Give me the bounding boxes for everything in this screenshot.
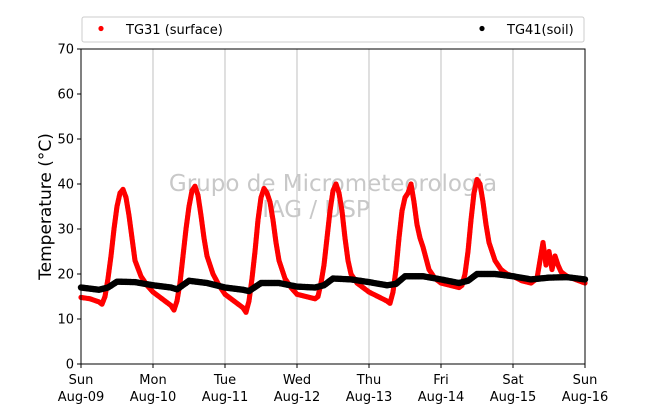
x-tick-label-day: Tue — [213, 373, 236, 388]
x-tick-label-date: Aug-09 — [58, 390, 105, 405]
x-tick-label-date: Aug-15 — [490, 390, 537, 405]
y-tick-label: 40 — [57, 178, 74, 193]
x-tick-label-day: Sun — [573, 373, 598, 388]
series-soil — [77, 270, 589, 295]
y-tick-label: 10 — [57, 313, 74, 328]
x-tick-label-day: Sat — [502, 373, 523, 388]
legend-label-surface: TG31 (surface) — [125, 23, 223, 38]
x-tick-label-day: Thu — [356, 373, 381, 388]
y-tick-label: 60 — [57, 88, 74, 103]
x-tick-label-date: Aug-12 — [274, 390, 321, 405]
y-tick-label: 30 — [57, 223, 74, 238]
y-tick-label: 0 — [66, 358, 74, 373]
series-layer — [77, 176, 589, 315]
x-tick-label-date: Aug-11 — [202, 390, 249, 405]
y-axis: 0 10 20 30 40 50 60 70 — [57, 43, 81, 373]
legend-box — [81, 16, 585, 43]
x-tick-label-day: Mon — [139, 373, 166, 388]
y-tick-label: 50 — [57, 133, 74, 148]
x-tick-label-day: Fri — [433, 373, 449, 388]
series-surface — [78, 176, 588, 315]
watermark-line-2: IAG / USP — [262, 197, 370, 223]
x-tick-label-date: Aug-10 — [130, 390, 177, 405]
y-tick-label: 70 — [57, 43, 74, 58]
legend-marker-surface — [98, 25, 104, 32]
x-tick-label-date: Aug-14 — [418, 390, 465, 405]
legend-marker-soil — [479, 25, 485, 32]
legend-label-soil: TG41(soil) — [506, 23, 574, 38]
vertical-grid — [152, 49, 514, 364]
x-tick-label-date: Aug-13 — [346, 390, 393, 405]
plot-area-frame — [80, 48, 586, 365]
legend: TG31 (surface) TG41(soil) — [81, 16, 585, 43]
y-axis-label: Temperature (°C) — [36, 133, 56, 281]
x-tick-label-date: Aug-16 — [562, 390, 609, 405]
y-tick-label: 20 — [57, 268, 74, 283]
x-axis: Sun Aug-09 Mon Aug-10 Tue Aug-11 Wed Aug-12 Thu A… — [58, 364, 609, 405]
x-tick-label-day: Wed — [283, 373, 311, 388]
x-tick-label-day: Sun — [69, 373, 94, 388]
